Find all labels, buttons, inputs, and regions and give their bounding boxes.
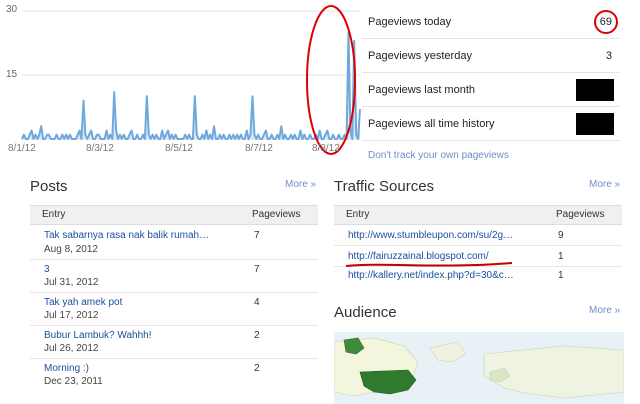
annotation-circle: [594, 10, 618, 34]
traffic-sources-title: Traffic Sources: [334, 178, 435, 195]
traffic-source-link[interactable]: http://www.stumbleupon.com/su/2g…: [348, 230, 514, 241]
stat-label: Pageviews all time history: [368, 118, 495, 130]
annotation-ellipse: [306, 5, 356, 155]
table-row: http://kallery.net/index.php?d=30&c… 1: [334, 267, 622, 287]
table-row: http://www.stumbleupon.com/su/2g… 9: [334, 225, 622, 246]
col-pageviews: Pageviews: [556, 209, 605, 220]
pageviews-chart-svg: [21, 5, 361, 155]
x-tick: 8/5/12: [165, 143, 193, 154]
x-tick: 8/8/12: [312, 143, 340, 154]
redaction-block: [576, 113, 614, 135]
table-row: Bubur Lambuk? Wahhh! Jul 26, 2012 2: [30, 326, 318, 359]
post-date: Jul 26, 2012: [44, 343, 99, 354]
stat-row-today: Pageviews today 69: [362, 6, 620, 39]
table-row: Tak yah amek pot Jul 17, 2012 4: [30, 293, 318, 326]
post-link[interactable]: 3: [44, 264, 50, 275]
post-link[interactable]: Morning :): [44, 363, 90, 374]
post-link[interactable]: Tak sabarnya rasa nak balik rumah…: [44, 230, 210, 241]
stat-row-yesterday: Pageviews yesterday 3: [362, 40, 620, 73]
post-date: Jul 17, 2012: [44, 310, 99, 321]
post-views: 2: [254, 363, 260, 374]
map-land-greenland: [429, 341, 467, 363]
traffic-source-link[interactable]: http://fairuzzainal.blogspot.com/: [348, 251, 489, 262]
world-map-svg: [334, 337, 624, 399]
stat-label: Pageviews yesterday: [368, 50, 472, 62]
traffic-views: 9: [558, 230, 564, 241]
stat-value-today: 69: [599, 16, 612, 28]
x-tick: 8/3/12: [86, 143, 114, 154]
col-entry: Entry: [42, 209, 66, 220]
table-row: http://fairuzzainal.blogspot.com/ 1: [334, 246, 622, 267]
traffic-views: 1: [558, 251, 564, 262]
posts-title: Posts: [30, 178, 68, 195]
x-tick: 8/7/12: [245, 143, 273, 154]
map-land-europe: [489, 367, 511, 383]
redaction-block: [576, 79, 614, 101]
traffic-source-link[interactable]: http://kallery.net/index.php?d=30&c…: [348, 270, 514, 281]
post-link[interactable]: Bubur Lambuk? Wahhh!: [44, 330, 152, 341]
x-tick: 8/1/12: [8, 143, 36, 154]
posts-table-header: Entry Pageviews: [30, 205, 318, 225]
post-views: 7: [254, 264, 260, 275]
audience-more-link[interactable]: More »: [589, 305, 621, 316]
pageviews-chart: 30 15 8/1/12 8/3/12 8/5/12 8/7/12 8/8/12: [0, 0, 362, 160]
series-group: [21, 31, 361, 140]
col-entry: Entry: [346, 209, 370, 220]
stat-row-all-time: Pageviews all time history: [362, 108, 620, 141]
stat-label: Pageviews today: [368, 16, 452, 28]
stat-row-last-month: Pageviews last month: [362, 74, 620, 107]
posts-more-link[interactable]: More »: [285, 179, 317, 190]
traffic-views: 1: [558, 270, 564, 281]
post-date: Jul 31, 2012: [44, 277, 99, 288]
dont-track-link[interactable]: Don't track your own pageviews: [368, 150, 509, 161]
audience-map: [334, 332, 624, 404]
series-line: [21, 31, 361, 140]
annotation-underline: [345, 262, 513, 267]
traffic-more-link[interactable]: More »: [589, 179, 621, 190]
post-date: Dec 23, 2011: [44, 376, 103, 387]
map-country-alaska: [343, 337, 365, 355]
post-date: Aug 8, 2012: [44, 244, 98, 255]
table-row: Morning :) Dec 23, 2011 2: [30, 359, 318, 391]
audience-title: Audience: [334, 304, 397, 321]
stat-label: Pageviews last month: [368, 84, 475, 96]
traffic-table-header: Entry Pageviews: [334, 205, 622, 225]
y-tick-15: 15: [6, 69, 18, 80]
table-row: 3 Jul 31, 2012 7: [30, 260, 318, 293]
post-views: 4: [254, 297, 260, 308]
post-views: 7: [254, 230, 260, 241]
stat-value-yesterday: 3: [605, 50, 612, 62]
map-country-usa: [359, 369, 417, 395]
post-views: 2: [254, 330, 260, 341]
table-row: Tak sabarnya rasa nak balik rumah… Aug 8…: [30, 225, 318, 260]
y-tick-30: 30: [6, 4, 18, 15]
post-link[interactable]: Tak yah amek pot: [44, 297, 123, 308]
col-pageviews: Pageviews: [252, 209, 301, 220]
